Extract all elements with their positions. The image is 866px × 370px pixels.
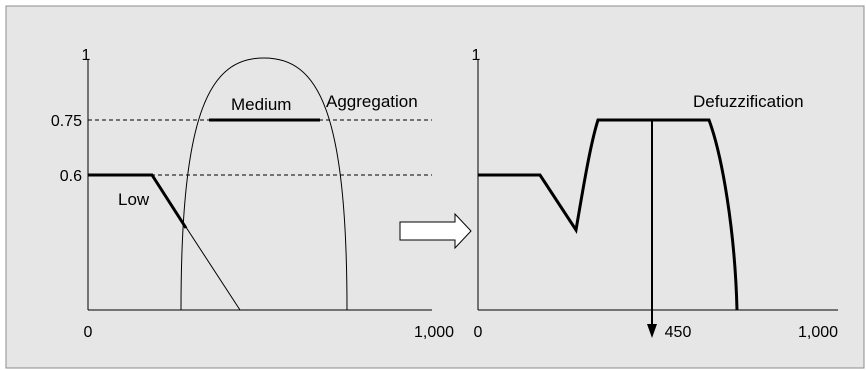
right-arrow-icon [399,212,472,250]
left-x-tick-0: 0 [84,324,93,341]
left-y-tick-075: 0.75 [51,113,82,130]
left-panel: 1 0.75 0.6 0 1,000 Low Medium Aggregatio… [51,47,454,341]
label-medium: Medium [231,95,291,114]
right-x-tick-450: 450 [665,324,692,341]
label-aggregation: Aggregation [326,92,418,111]
left-y-tick-1: 1 [82,47,91,64]
right-x-tick-0: 0 [474,324,483,341]
medium-membership-curve [180,57,348,311]
label-low: Low [118,190,150,209]
centroid-arrow-icon [647,324,657,338]
aggregated-output-shape [478,118,739,311]
label-defuzzification: Defuzzification [693,92,804,111]
figure-background [5,5,865,369]
left-y-tick-06: 0.6 [60,168,82,185]
right-x-tick-1000: 1,000 [798,324,838,341]
right-panel: 1 0 450 1,000 Defuzzification [472,47,839,341]
low-clipped-line [88,173,188,229]
left-x-tick-1000: 1,000 [414,324,454,341]
right-y-tick-1: 1 [472,47,481,64]
